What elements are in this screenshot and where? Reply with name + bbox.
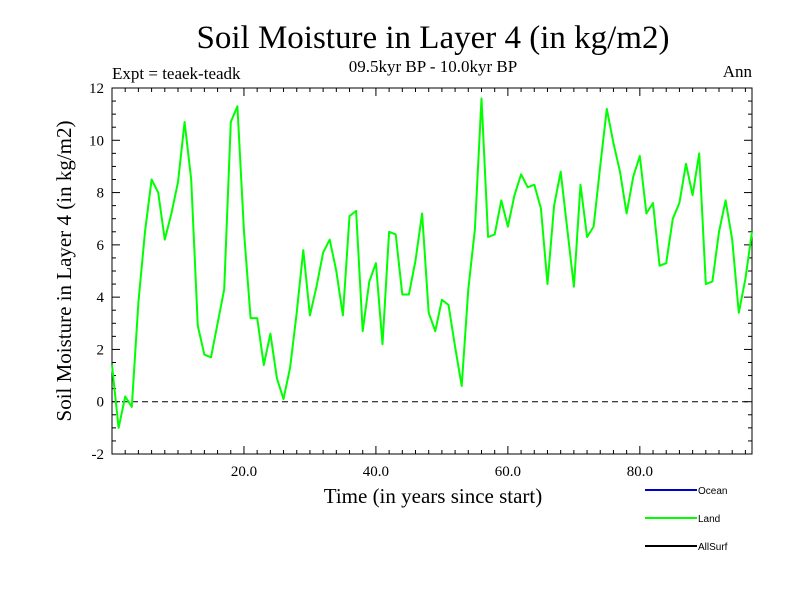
y-tick-label: 10: [89, 133, 104, 149]
chart-title: Soil Moisture in Layer 4 (in kg/m2): [197, 20, 670, 56]
legend-ocean-label: Ocean: [698, 486, 727, 497]
x-tick-label: 20.0: [231, 464, 257, 480]
x-tick-label: 80.0: [627, 464, 653, 480]
y-tick-label: -2: [92, 447, 105, 463]
experiment-label: Expt = teaek-teadk: [112, 64, 241, 83]
plot-frame: [111, 87, 753, 455]
y-tick-label: 6: [97, 238, 105, 254]
x-tick-label: 40.0: [363, 464, 389, 480]
x-axis-title: Time (in years since start): [324, 484, 543, 508]
season-label: Ann: [723, 62, 753, 81]
y-tick-label: 4: [97, 290, 105, 306]
y-tick-label: 8: [97, 186, 105, 202]
legend: Ocean Land AllSurf: [645, 486, 728, 553]
chart-subtitle: 09.5kyr BP - 10.0kyr BP: [349, 57, 517, 76]
legend-allsurf-label: AllSurf: [698, 542, 728, 553]
y-axis-title: Soil Moisture in Layer 4 (in kg/m2): [52, 121, 76, 422]
y-tick-label: 0: [97, 395, 105, 411]
series-line-land: [111, 97, 753, 429]
x-tick-label: 60.0: [495, 464, 521, 480]
y-tick-label: 12: [89, 81, 104, 97]
y-tick-label: 2: [97, 342, 105, 358]
legend-land-label: Land: [698, 514, 720, 525]
